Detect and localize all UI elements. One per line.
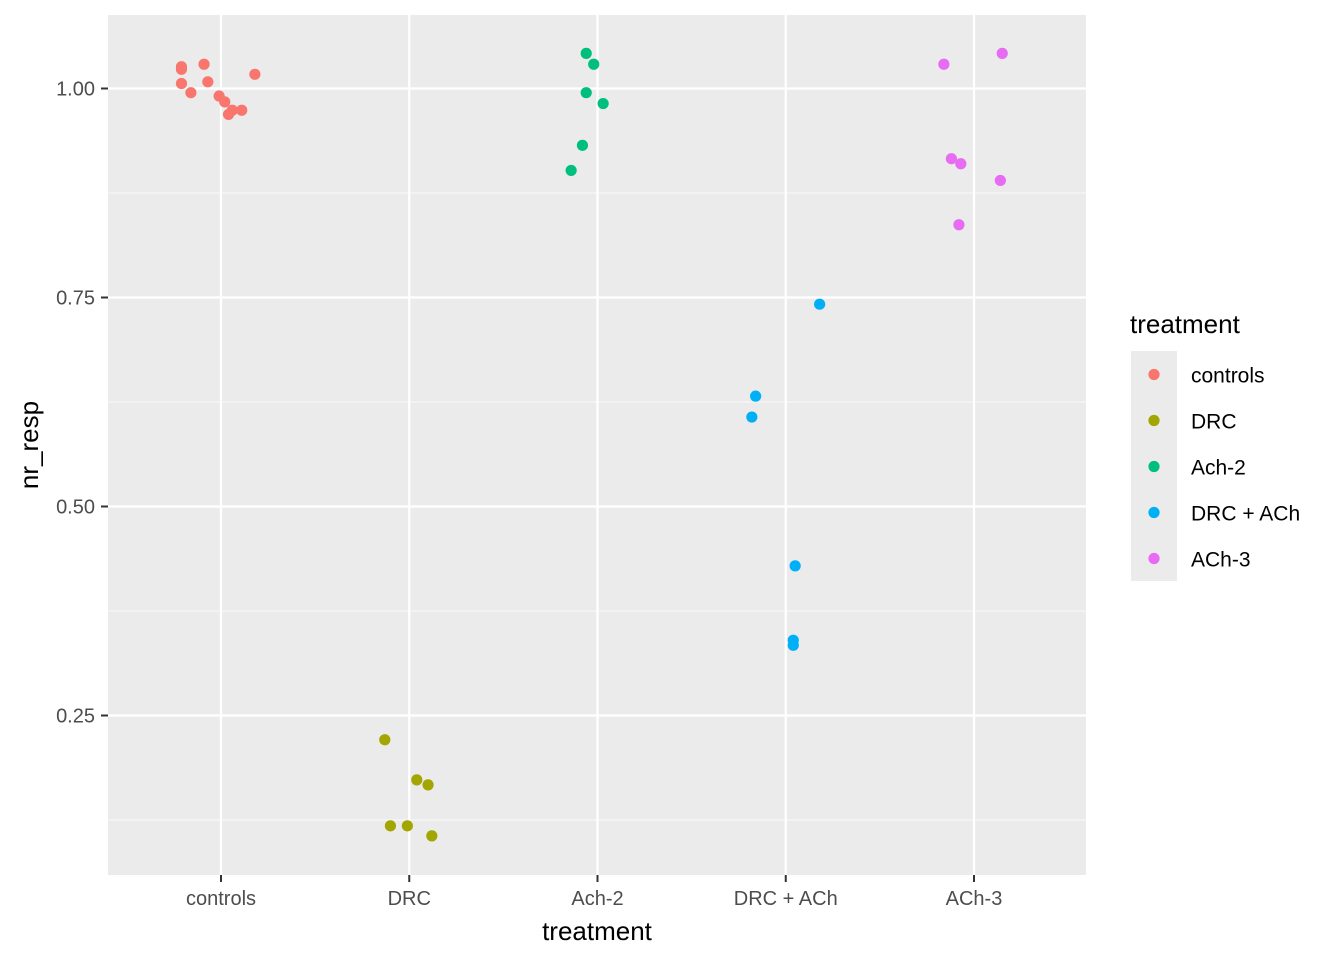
data-point: [185, 87, 197, 99]
y-axis-title: nr_resp: [14, 401, 44, 489]
legend-label: DRC + ACh: [1191, 503, 1300, 526]
x-tick-label: DRC + ACh: [734, 888, 838, 910]
y-tick-label: 0.25: [56, 706, 95, 728]
data-point: [945, 153, 958, 165]
data-point: [426, 830, 438, 842]
data-point: [175, 77, 188, 90]
legend-key: [1148, 460, 1160, 473]
data-point: [401, 820, 413, 832]
data-point: [953, 219, 965, 231]
x-axis: controls DRC Ach-2 DRC + ACh ACh-3: [186, 875, 1002, 910]
legend-label: DRC: [1191, 411, 1237, 434]
legend-label: controls: [1191, 365, 1265, 388]
data-point: [379, 734, 391, 746]
data-point: [814, 298, 826, 310]
data-point: [202, 76, 214, 88]
data-point: [222, 108, 235, 121]
y-tick-label: 0.50: [56, 497, 95, 519]
legend-key: [1148, 368, 1160, 381]
data-point: [175, 63, 188, 75]
x-axis-title: treatment: [542, 916, 653, 946]
y-tick-label: 0.75: [56, 288, 95, 310]
data-point: [384, 820, 397, 832]
legend-key: [1148, 506, 1160, 519]
data-point: [996, 47, 1008, 59]
data-point: [588, 58, 600, 70]
legend: treatment controls DRC Ach-2 DRC + ACh ACh-3: [1130, 309, 1300, 581]
data-point: [198, 58, 210, 70]
data-point: [787, 639, 799, 651]
data-point: [994, 174, 1006, 187]
data-point: [597, 97, 609, 110]
data-point: [411, 774, 423, 786]
x-tick-label: Ach-2: [571, 888, 623, 910]
legend-key: [1148, 552, 1160, 565]
data-point: [565, 164, 577, 177]
data-point: [580, 47, 592, 59]
data-point: [580, 87, 592, 99]
data-point: [746, 411, 758, 423]
data-point: [236, 104, 248, 116]
data-point: [576, 139, 589, 151]
data-point: [249, 68, 261, 80]
y-axis: 0.25 0.50 0.75 1.00: [56, 79, 108, 728]
legend-label: Ach-2: [1191, 457, 1246, 480]
data-points: [175, 47, 1008, 842]
x-tick-label: ACh-3: [946, 888, 1003, 910]
data-point: [938, 58, 950, 70]
y-tick-label: 1.00: [56, 79, 95, 101]
data-point: [422, 779, 434, 791]
data-point: [750, 390, 762, 402]
grid-major: [108, 15, 1086, 875]
legend-label: ACh-3: [1191, 549, 1251, 572]
data-point: [789, 560, 801, 572]
legend-title: treatment: [1130, 309, 1241, 339]
x-tick-label: controls: [186, 888, 256, 910]
legend-items: controls DRC Ach-2 DRC + ACh ACh-3: [1148, 365, 1300, 572]
data-point: [955, 158, 967, 170]
x-tick-label: DRC: [388, 888, 431, 910]
data-point: [219, 96, 231, 108]
legend-key: [1148, 414, 1160, 427]
